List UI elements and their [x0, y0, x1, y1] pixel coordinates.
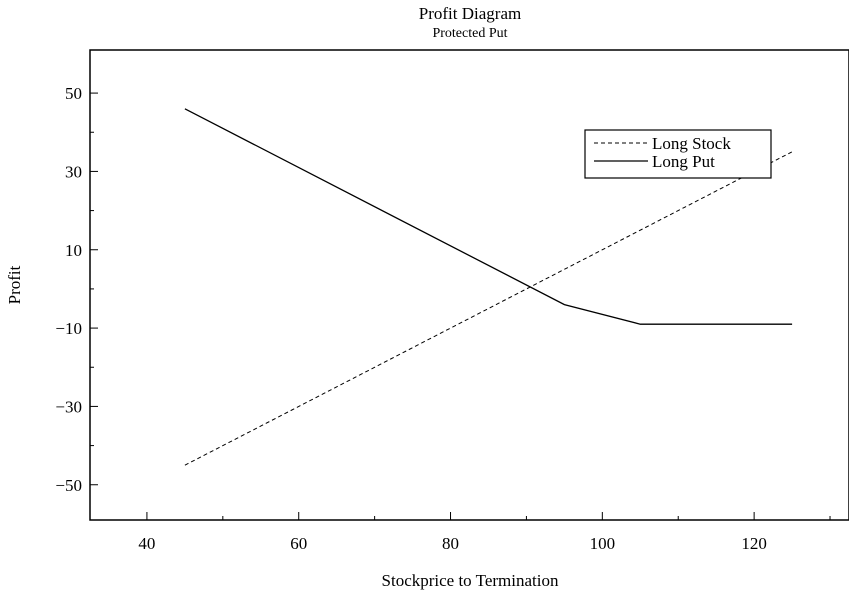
y-tick-label: 10: [65, 241, 82, 260]
legend: Long Stock Long Put: [584, 129, 772, 179]
chart-title: Profit Diagram: [419, 4, 521, 23]
y-tick-label: 50: [65, 84, 82, 103]
plot-frame: [89, 49, 849, 521]
chart-subtitle: Protected Put: [432, 26, 507, 41]
series-line-long-put: [184, 108, 793, 325]
x-tick-label: 80: [442, 534, 459, 553]
legend-label-long-stock: Long Stock: [652, 134, 731, 153]
y-axis-label: Profit: [5, 265, 24, 304]
y-tick-label: −10: [55, 319, 82, 338]
y-axis-ticks: 50 30 10 −10 −30 −50: [55, 84, 98, 495]
legend-label-long-put: Long Put: [652, 152, 715, 171]
legend-box: [584, 129, 772, 179]
x-tick-label: 40: [138, 534, 155, 553]
x-tick-label: 100: [590, 534, 616, 553]
x-tick-label: 60: [290, 534, 307, 553]
x-axis-ticks: 40 60 80 100 120: [138, 512, 831, 553]
x-tick-label: 120: [741, 534, 767, 553]
series-line-long-stock: [184, 151, 793, 466]
series-layer: [184, 108, 793, 466]
y-tick-label: 30: [65, 162, 82, 181]
x-axis-label: Stockprice to Termination: [382, 571, 559, 590]
y-tick-label: −50: [55, 476, 82, 495]
y-tick-label: −30: [55, 397, 82, 416]
